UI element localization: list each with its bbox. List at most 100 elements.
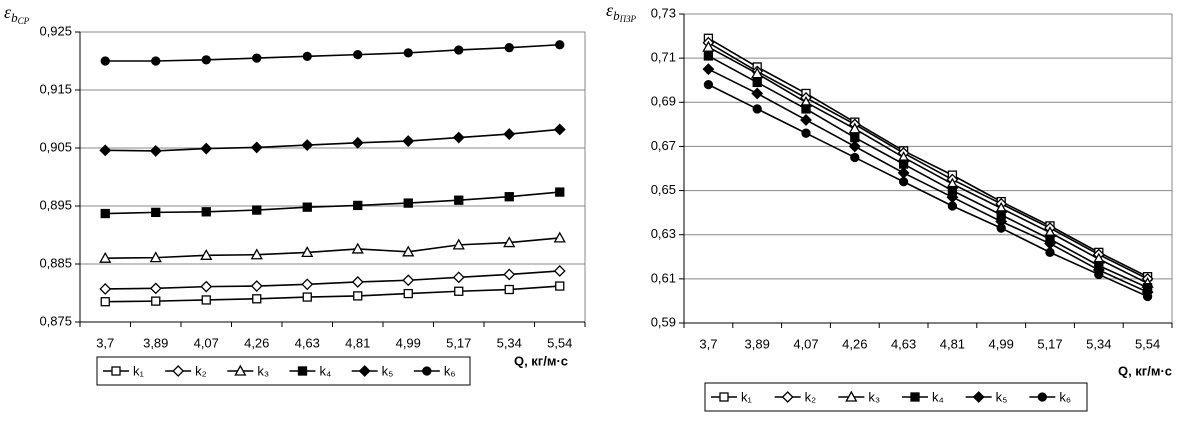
data-point — [151, 296, 161, 306]
legend-marker — [297, 366, 308, 376]
data-point — [200, 142, 213, 155]
data-point — [252, 53, 262, 63]
data-point — [99, 251, 112, 263]
series-line — [707, 37, 1148, 278]
data-point — [302, 51, 312, 62]
data-point — [503, 268, 516, 281]
data-point — [403, 198, 413, 208]
legend-label: k₄ — [932, 389, 944, 404]
data-point — [504, 192, 514, 202]
data-point — [100, 297, 110, 307]
series-line — [105, 191, 560, 215]
legend-label: k₁ — [133, 363, 145, 378]
data-point — [149, 282, 162, 295]
y-tick-label: 0,915 — [39, 81, 72, 96]
x-tick-label: 3,7 — [699, 336, 717, 351]
y-axis-label: εbCP — [4, 2, 30, 26]
data-point — [201, 55, 211, 65]
data-point — [151, 56, 161, 66]
legend-box — [96, 356, 471, 386]
data-point — [553, 231, 566, 243]
y-tick-label: 0,895 — [39, 197, 72, 212]
series-line — [105, 128, 560, 152]
data-point — [403, 48, 413, 58]
x-tick-label: 4,99 — [396, 335, 421, 350]
legend-label: k₆ — [444, 363, 456, 378]
y-tick-label: 0,69 — [651, 94, 676, 109]
x-tick-label: 4,63 — [891, 336, 916, 351]
y-label-sub: b — [613, 8, 620, 23]
data-point — [898, 159, 909, 169]
legend-marker — [910, 392, 920, 402]
data-point — [351, 136, 364, 149]
legend-label: k₄ — [320, 363, 332, 378]
data-point — [99, 144, 112, 157]
data-point — [201, 295, 211, 305]
data-point — [947, 201, 958, 211]
data-point — [351, 276, 364, 288]
series-line — [105, 43, 560, 62]
series-line — [707, 42, 1148, 280]
legend-label: k₅ — [996, 389, 1008, 404]
data-point — [454, 195, 464, 205]
data-point — [848, 122, 861, 134]
y-label-subsub: ПЗР — [619, 14, 637, 24]
data-point — [848, 140, 861, 153]
data-point — [201, 207, 211, 217]
data-point — [302, 202, 312, 212]
data-point — [800, 114, 812, 126]
legend-marker — [719, 392, 729, 402]
data-point — [751, 67, 764, 79]
data-point — [454, 45, 464, 55]
data-point — [353, 291, 363, 301]
x-tick-label: 5,54 — [1135, 336, 1160, 351]
y-tick-label: 0,875 — [39, 313, 72, 328]
legend-label: k₁ — [741, 389, 753, 404]
y-label-sub: b — [11, 10, 18, 25]
legend-marker — [358, 365, 371, 377]
data-point — [353, 200, 363, 211]
data-point — [452, 238, 465, 250]
data-point — [353, 49, 363, 60]
series-line — [708, 68, 1148, 293]
series-line — [105, 237, 560, 259]
data-point — [402, 135, 415, 147]
data-point — [149, 251, 162, 263]
x-tick-label: 3,89 — [745, 336, 770, 351]
data-point — [100, 56, 110, 66]
legend-marker — [111, 366, 121, 376]
x-axis-label: Q, кг/м·с — [1118, 363, 1172, 378]
data-point — [752, 77, 762, 88]
x-tick-label: 4,81 — [940, 336, 965, 351]
y-axis-label: εbПЗР — [606, 0, 637, 24]
y-tick-label: 0,65 — [651, 182, 676, 197]
data-point — [301, 278, 314, 291]
data-point — [801, 104, 811, 114]
series-line — [105, 285, 560, 303]
data-point — [801, 128, 811, 138]
legend-label: k₆ — [1059, 389, 1071, 404]
y-tick-label: 0,63 — [651, 226, 676, 241]
x-tick-label: 5,54 — [547, 335, 572, 350]
x-tick-label: 4,81 — [345, 335, 370, 350]
data-point — [302, 292, 312, 302]
data-point — [151, 207, 161, 218]
data-point — [555, 281, 565, 291]
y-tick-label: 0,925 — [39, 23, 72, 38]
y-label-subsub: CP — [18, 16, 30, 26]
legend-label: k₃ — [868, 389, 880, 404]
x-tick-label: 4,26 — [244, 335, 269, 350]
series-line — [105, 270, 560, 290]
data-point — [504, 43, 514, 53]
y-tick-label: 0,67 — [651, 138, 676, 153]
y-label-symbol: ε — [606, 0, 614, 20]
data-point — [503, 236, 516, 248]
series-line — [708, 83, 1148, 298]
data-point — [553, 265, 566, 277]
x-tick-label: 5,34 — [1086, 336, 1111, 351]
x-tick-label: 4,26 — [842, 336, 867, 351]
data-point — [553, 123, 566, 136]
data-point — [504, 284, 514, 295]
data-point — [252, 205, 262, 215]
